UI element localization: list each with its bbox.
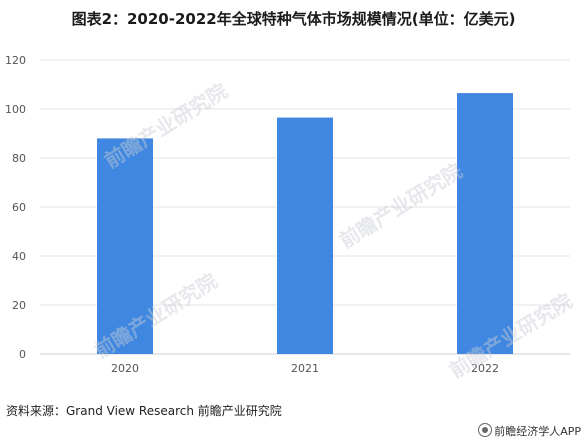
bar-chart: 0 20 40 60 80 100 120 2020 2021 2022	[5, 54, 570, 375]
brand-label: 前瞻经济学人APP	[478, 423, 581, 439]
y-tick-label: 0	[19, 348, 26, 361]
bar	[97, 138, 153, 354]
y-tick-label: 40	[12, 250, 26, 263]
chart-title: 图表2：2020-2022年全球特种气体市场规模情况(单位：亿美元)	[71, 10, 516, 28]
y-tick-label: 20	[12, 299, 26, 312]
y-tick-label: 60	[12, 201, 26, 214]
source-note: 资料来源：Grand View Research 前瞻产业研究院	[6, 404, 282, 418]
y-tick-label: 80	[12, 152, 26, 165]
y-tick-label: 120	[5, 54, 26, 67]
bar	[277, 117, 333, 354]
brand-logo-icon	[478, 423, 493, 437]
x-tick-label: 2021	[291, 362, 319, 375]
bar	[457, 93, 513, 354]
brand-text: 前瞻经济学人APP	[494, 425, 581, 438]
x-tick-label: 2022	[471, 362, 499, 375]
y-tick-label: 100	[5, 103, 26, 116]
x-tick-label: 2020	[111, 362, 139, 375]
